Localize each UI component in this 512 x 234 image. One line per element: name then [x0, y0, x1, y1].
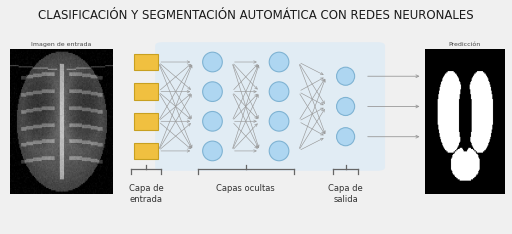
- Ellipse shape: [336, 128, 355, 146]
- FancyBboxPatch shape: [134, 83, 158, 100]
- Ellipse shape: [269, 111, 289, 131]
- Ellipse shape: [203, 82, 222, 102]
- Ellipse shape: [269, 141, 289, 161]
- FancyBboxPatch shape: [134, 143, 158, 159]
- Ellipse shape: [203, 141, 222, 161]
- Ellipse shape: [203, 52, 222, 72]
- Text: Capas ocultas: Capas ocultas: [217, 184, 275, 193]
- Title: Predicción: Predicción: [449, 42, 481, 47]
- Text: Capa de
salida: Capa de salida: [328, 184, 363, 205]
- Ellipse shape: [269, 52, 289, 72]
- FancyBboxPatch shape: [134, 54, 158, 70]
- Ellipse shape: [269, 82, 289, 102]
- Text: Capa de
entrada: Capa de entrada: [129, 184, 163, 205]
- Text: CLASIFICACIÓN Y SEGMENTACIÓN AUTOMÁTICA CON REDES NEURONALES: CLASIFICACIÓN Y SEGMENTACIÓN AUTOMÁTICA …: [38, 9, 474, 22]
- Title: Imagen de entrada: Imagen de entrada: [31, 42, 92, 47]
- Ellipse shape: [336, 67, 355, 85]
- Ellipse shape: [203, 111, 222, 131]
- Ellipse shape: [336, 97, 355, 116]
- FancyBboxPatch shape: [134, 113, 158, 130]
- FancyBboxPatch shape: [155, 42, 385, 171]
